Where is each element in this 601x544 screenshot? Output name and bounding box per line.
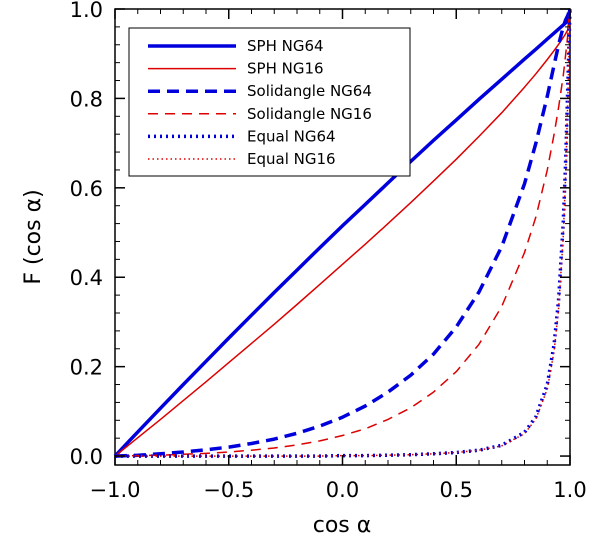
legend-label: SPH NG16 bbox=[247, 60, 324, 78]
x-tick-label: −0.5 bbox=[203, 478, 254, 502]
legend-items: SPH NG64 SPH NG16 Solidangle NG64 Solidangl… bbox=[148, 37, 372, 168]
x-tick-label: 1.0 bbox=[553, 478, 586, 502]
legend-box bbox=[128, 27, 411, 177]
x-tick-label: −1.0 bbox=[90, 478, 141, 502]
x-tick-label: 0.5 bbox=[440, 478, 473, 502]
series-line-equal-ng64 bbox=[115, 8, 572, 458]
x-axis-title: cos α bbox=[313, 513, 372, 538]
y-tick-label: 0.4 bbox=[70, 266, 103, 290]
legend-label: SPH NG64 bbox=[247, 37, 324, 55]
ticks-layer: −1.0 −0.5 0.0 0.5 1.0 0.0 0.2 0.4 0.6 0.8 1.0 bbox=[70, 0, 587, 502]
legend: SPH NG64 SPH NG16 Solidangle NG64 Solidangl… bbox=[128, 27, 411, 177]
legend-label: Solidangle NG64 bbox=[247, 82, 372, 100]
legend-label: Solidangle NG16 bbox=[247, 105, 372, 123]
y-axis-title: F (cos α) bbox=[21, 189, 46, 284]
x-tick-label: 0.0 bbox=[326, 478, 359, 502]
series-layer bbox=[113, 8, 572, 458]
series-line-sph-ng64 bbox=[113, 8, 572, 458]
y-tick-label: 0.8 bbox=[70, 87, 103, 111]
y-tick-label: 0.6 bbox=[70, 177, 103, 201]
legend-label: Equal NG64 bbox=[247, 127, 336, 145]
y-tick-label: 1.0 bbox=[70, 0, 103, 22]
legend-label: Equal NG16 bbox=[247, 150, 336, 168]
y-tick-label: 0.0 bbox=[70, 445, 103, 469]
series-line-solidangle-ng64 bbox=[114, 8, 572, 458]
y-tick-label: 0.2 bbox=[70, 356, 103, 380]
series-line-sph-ng16 bbox=[114, 8, 571, 457]
